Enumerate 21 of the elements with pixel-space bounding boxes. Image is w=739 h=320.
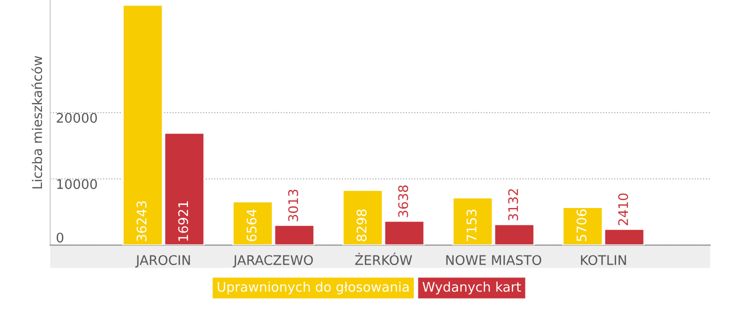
y-tick-label: 20000 — [56, 112, 97, 123]
data-label: 36243 — [136, 201, 147, 242]
data-label: 3013 — [288, 190, 298, 222]
data-label: 5706 — [576, 209, 587, 242]
data-label: 2410 — [618, 194, 628, 226]
data-label: 8298 — [356, 210, 367, 242]
data-label: 7153 — [466, 210, 477, 242]
x-tick-label: JARACZEWO — [232, 255, 313, 268]
x-tick-label: ŻERKÓW — [355, 252, 412, 266]
y-tick-label: 10000 — [57, 179, 97, 190]
text: Wydanych kart — [422, 282, 521, 294]
y-axis-title: Liczba mieszkańców — [31, 56, 42, 188]
data-label: 16921 — [178, 201, 188, 241]
x-tick-label: KOTLIN — [581, 255, 626, 266]
x-tick-label: JAROCIN — [135, 255, 190, 268]
data-label: 3638 — [398, 185, 408, 218]
y-tick-label: 0 — [56, 232, 64, 243]
data-label: 3132 — [508, 189, 518, 220]
x-tick-label: NOWE MIASTO — [446, 255, 542, 266]
text: Uprawnionych do głosowania — [218, 282, 409, 294]
data-label: 6564 — [246, 209, 257, 242]
